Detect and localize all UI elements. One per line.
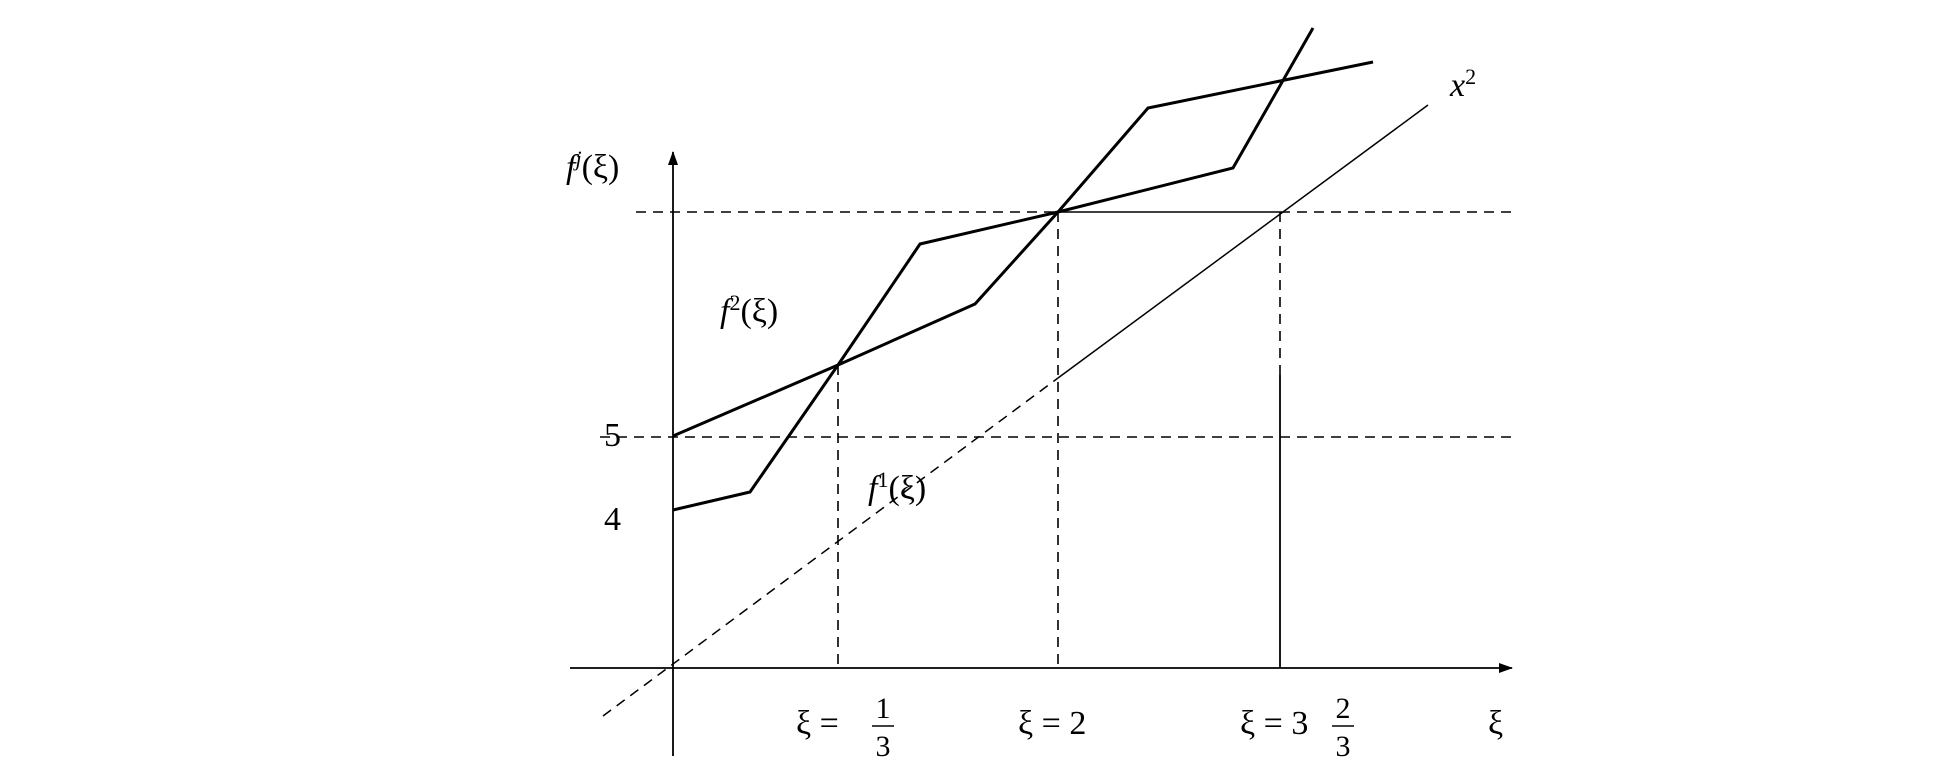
series-f1-line (672, 27, 1315, 512)
marker-label-three-two-thirds-num: 2 (1336, 692, 1351, 725)
y-tick-label-5: 5 (604, 417, 621, 454)
series-f2-label: f2(ξ) (720, 290, 778, 330)
marker-label-one-third-den: 3 (876, 730, 891, 763)
marker-label-one-third-text: ξ = (796, 705, 839, 742)
series-f2-line (672, 60, 1374, 438)
marker-label-two-text: ξ = 2 (1018, 705, 1086, 742)
series-x2-label: x2 (1449, 64, 1476, 104)
marker-label-three-two-thirds-text: ξ = 3 (1240, 705, 1308, 742)
marker-label-three-two-thirds-den: 3 (1336, 730, 1351, 763)
series-f1-label: f1(ξ) (868, 467, 926, 507)
series-x2-solid (1057, 104, 1429, 379)
y-axis-label: fj(ξ) (566, 146, 619, 186)
marker-label-one-third-num: 1 (876, 692, 891, 725)
series-x2-dashed (602, 377, 1059, 717)
y-tick-label-4: 4 (604, 501, 621, 538)
x-axis-label: ξ (1488, 705, 1503, 742)
